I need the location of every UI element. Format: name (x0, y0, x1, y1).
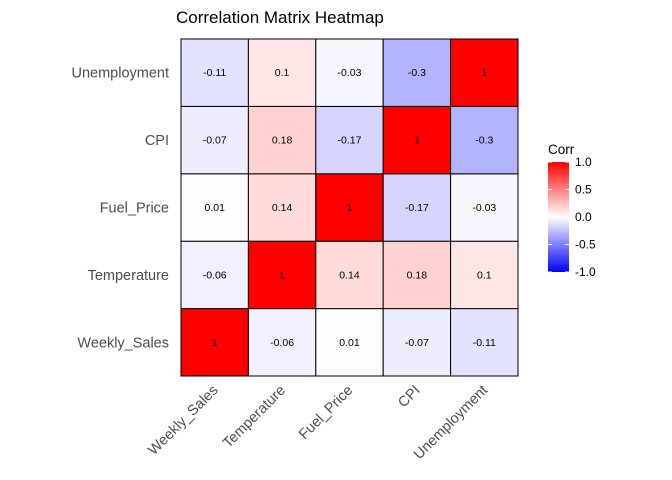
x-tick-label: Fuel_Price (296, 383, 356, 443)
legend-tick-label: -0.5 (575, 238, 596, 252)
heatmap-cell-value: -0.3 (475, 135, 493, 147)
y-tick-label: Temperature (88, 268, 169, 284)
heatmap-cell-value: 1 (279, 269, 285, 281)
legend-ticks: 1.0 0.5 0.0 -0.5 -1.0 (548, 155, 596, 279)
heatmap-cell-cpi-cpi (382, 105, 452, 175)
heatmap-cell-value: -0.11 (203, 67, 226, 79)
heatmap-cell-temperature-fuel-price (315, 240, 384, 310)
heatmap-cells (180, 38, 519, 377)
heatmap-cell-value: 0.01 (339, 337, 360, 349)
heatmap-cell-weekly-sales-weekly-sales (180, 308, 249, 377)
heatmap-cell-value: -0.03 (472, 202, 496, 214)
y-tick-label: Fuel_Price (100, 201, 169, 217)
heatmap-cell-temperature-weekly-sales (180, 240, 249, 310)
heatmap-cell-value: -0.3 (408, 67, 426, 79)
heatmap-cell-value: -0.07 (203, 135, 227, 147)
heatmap-cell-value: 0.18 (407, 269, 428, 281)
legend-tick-label: -1.0 (575, 265, 596, 279)
heatmap-cell-value: 0.1 (275, 67, 290, 79)
heatmap-cell-value: -0.06 (203, 269, 227, 281)
heatmap-cell-value: 1 (212, 337, 218, 349)
chart-title: Correlation Matrix Heatmap (176, 8, 384, 27)
heatmap-cell-value: 0.1 (477, 269, 492, 281)
heatmap-cell-fuel-price-temperature (247, 173, 317, 242)
legend-tick-label: 1.0 (575, 155, 592, 169)
heatmap-cell-value: -0.03 (338, 67, 362, 79)
heatmap-cell-value: -0.07 (405, 337, 429, 349)
heatmap-cell-value: -0.17 (405, 202, 429, 214)
heatmap-cell-temperature-cpi (382, 240, 452, 310)
heatmap-cell-value: -0.06 (270, 337, 294, 349)
heatmap-cell-cpi-temperature (247, 105, 317, 175)
heatmap-cell-fuel-price-fuel-price (315, 173, 384, 242)
heatmap-cell-unemployment-temperature (247, 38, 317, 107)
legend-title: Corr (548, 142, 575, 157)
x-tick-label: Temperature (220, 383, 289, 452)
heatmap-cell-weekly-sales-temperature (247, 308, 317, 377)
heatmap-cell-cpi-weekly-sales (180, 105, 249, 175)
heatmap-cell-cpi-unemployment (450, 105, 519, 175)
y-tick-label: Unemployment (71, 66, 169, 82)
heatmap-cell-value: 0.14 (272, 202, 293, 214)
y-axis-tick-labels: Weekly_Sales Temperature Fuel_Price CPI Unem… (71, 66, 169, 352)
heatmap-cell-value: 0.18 (272, 135, 293, 147)
heatmap-cell-weekly-sales-unemployment (450, 308, 519, 377)
color-legend: Corr 1.0 0.5 0.0 -0.5 -1.0 (548, 142, 596, 279)
heatmap-cell-value: 1 (481, 67, 487, 79)
heatmap-cell-value: -0.17 (338, 135, 362, 147)
heatmap-cell-value: 1 (414, 135, 420, 147)
heatmap-cell-value: 1 (347, 202, 353, 214)
heatmap-cell-value: 0.14 (339, 269, 360, 281)
heatmap-cell-unemployment-unemployment (450, 38, 519, 107)
heatmap-cell-value: 0.01 (204, 202, 225, 214)
heatmap-cell-weekly-sales-cpi (382, 308, 452, 377)
heatmap-cell-temperature-unemployment (450, 240, 519, 310)
heatmap-cell-fuel-price-unemployment (450, 173, 519, 242)
heatmap-cell-value: -0.11 (473, 337, 496, 349)
legend-color-bar (548, 162, 569, 272)
x-tick-label: CPI (395, 383, 423, 411)
y-tick-label: CPI (145, 133, 169, 149)
heatmap-cell-temperature-temperature (247, 240, 317, 310)
heatmap-cell-unemployment-fuel-price (315, 38, 384, 107)
heatmap-cell-cpi-fuel-price (315, 105, 384, 175)
x-tick-label: Weekly_Sales (145, 383, 221, 459)
heatmap-cell-labels: 1 -0.06 0.01 -0.07 -0.11 -0.06 1 0.14 0.18 0.1 0.0… (203, 67, 497, 349)
heatmap-cell-unemployment-weekly-sales (180, 38, 249, 107)
y-tick-label: Weekly_Sales (77, 335, 169, 351)
legend-tick-label: 0.5 (575, 183, 592, 197)
legend-tick-label: 0.0 (575, 210, 592, 224)
